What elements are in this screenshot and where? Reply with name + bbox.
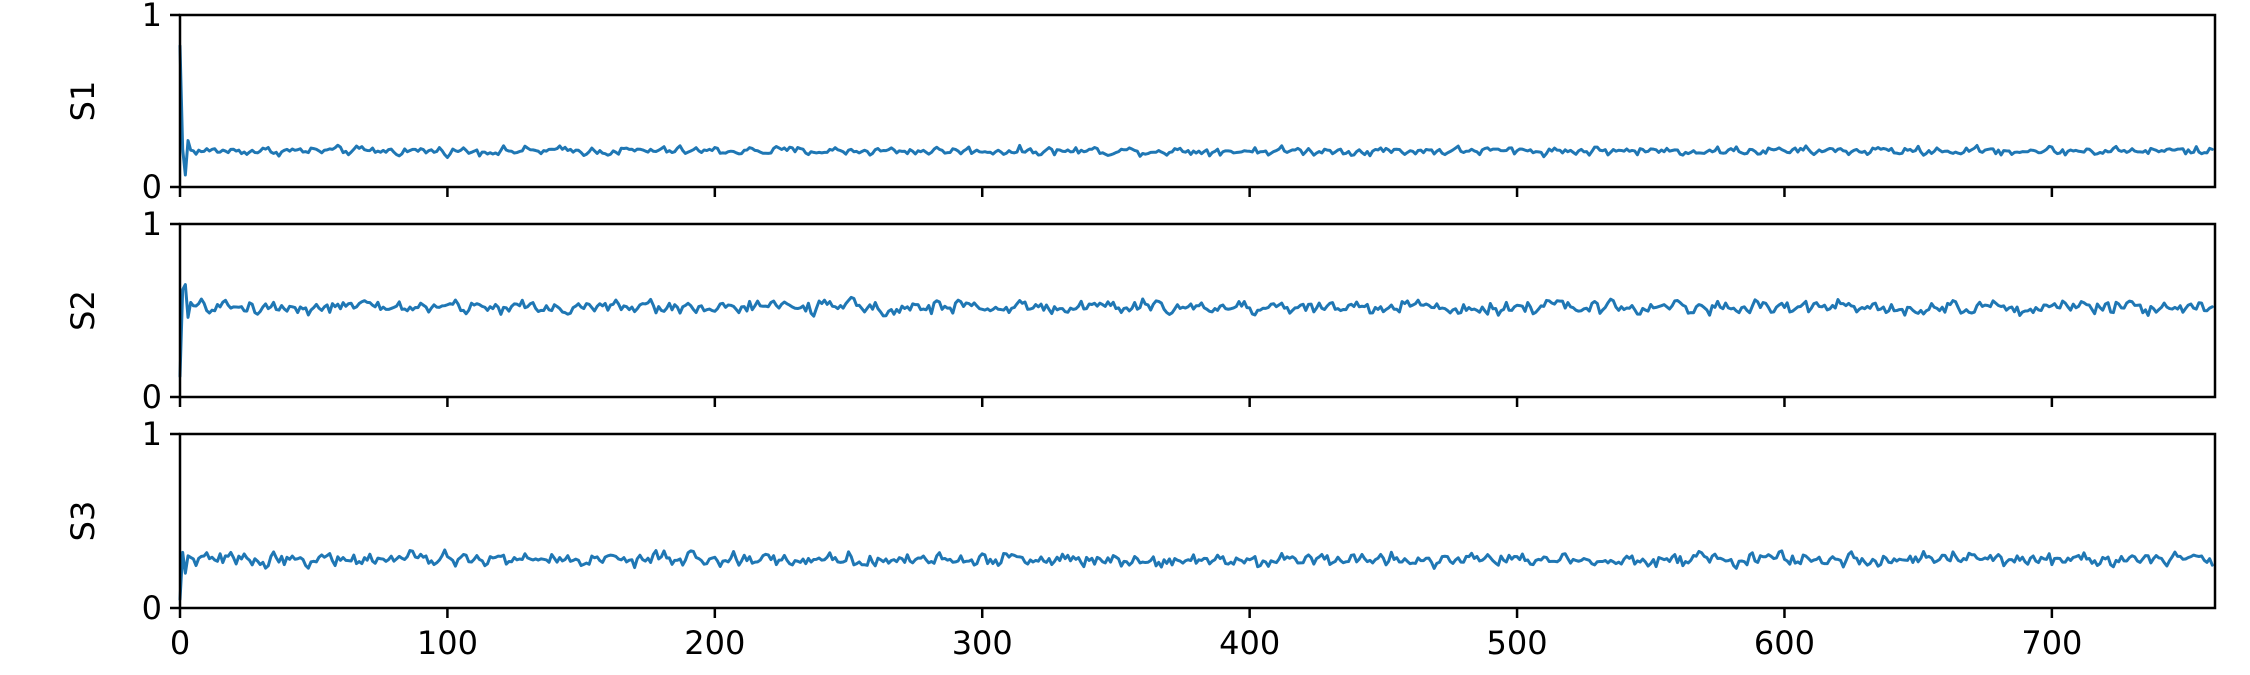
y-tick-label: 0 <box>142 589 162 627</box>
y-tick-label: 1 <box>142 0 162 34</box>
series-line-s3 <box>178 548 2214 601</box>
x-tick-label: 0 <box>170 624 190 662</box>
y-axis-label: S2 <box>64 290 102 331</box>
y-tick-label: 1 <box>142 205 162 243</box>
x-tick-label: 500 <box>1487 624 1548 662</box>
plot-frame <box>178 13 2217 189</box>
x-tick-label: 700 <box>2021 624 2082 662</box>
x-axis: 0 100 200 300 400 500 600 700 <box>170 624 2083 662</box>
panel-s3: 0 1 S3 <box>64 415 2217 627</box>
series-line-s1 <box>178 44 2214 177</box>
x-tick-label: 100 <box>417 624 478 662</box>
y-tick-label: 0 <box>142 168 162 206</box>
y-axis-label: S1 <box>64 81 102 122</box>
y-tick-label: 0 <box>142 378 162 416</box>
panel-s2: 0 1 S2 <box>64 205 2217 416</box>
y-axis-label: S3 <box>64 501 102 542</box>
x-tick-label: 400 <box>1219 624 1280 662</box>
x-tick-label: 200 <box>684 624 745 662</box>
y-tick-label: 1 <box>142 415 162 453</box>
plot-frame <box>178 222 2217 399</box>
plot-frame <box>178 432 2217 610</box>
x-tick-label: 600 <box>1754 624 1815 662</box>
panel-s1: 0 1 S1 <box>64 0 2217 206</box>
x-tick-label: 300 <box>952 624 1013 662</box>
series-line-s2 <box>178 283 2214 378</box>
